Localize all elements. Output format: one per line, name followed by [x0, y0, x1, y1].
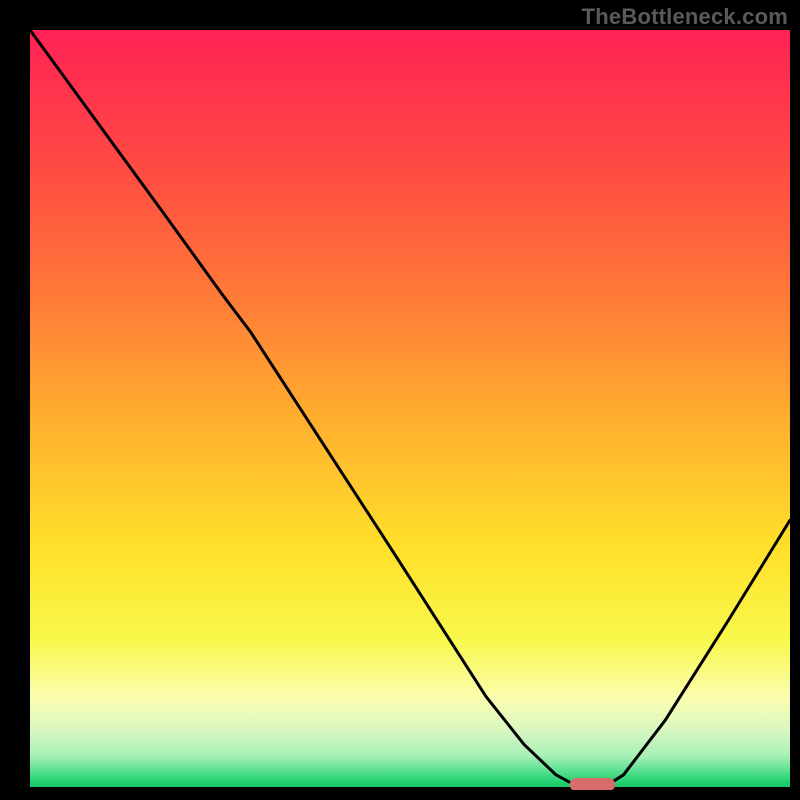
- plot-area: [30, 30, 790, 790]
- chart-background: [30, 30, 790, 790]
- chart-svg: [30, 30, 790, 790]
- optimal-marker: [570, 778, 616, 790]
- watermark-text: TheBottleneck.com: [582, 4, 788, 30]
- figure-container: TheBottleneck.com: [0, 0, 800, 800]
